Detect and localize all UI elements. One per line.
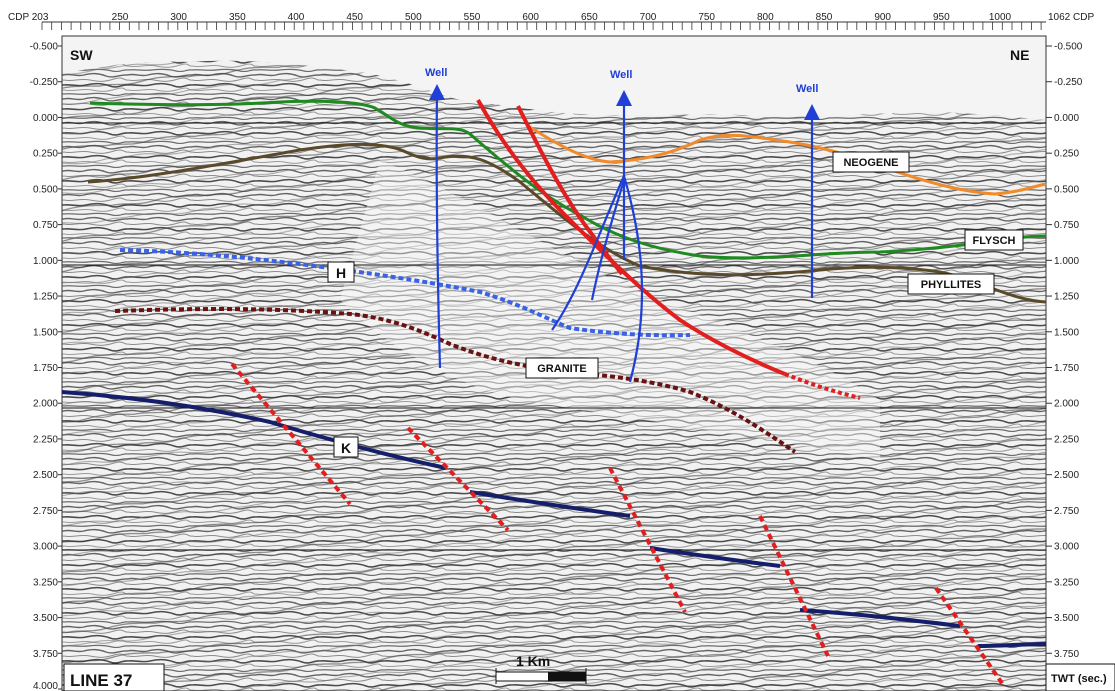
right-time-label: 2.000 xyxy=(1054,399,1079,410)
faults xyxy=(230,99,1006,688)
right-time-label: 3.250 xyxy=(1054,577,1079,588)
left-time-label: 2.000 xyxy=(33,399,58,410)
right-time-label: 1.500 xyxy=(1054,327,1079,338)
right-time-label: 2.500 xyxy=(1054,470,1079,481)
cdp-tick-label: 350 xyxy=(229,12,246,23)
well-arrow-icon xyxy=(804,104,820,120)
cdp-tick-label: 1000 xyxy=(989,12,1012,23)
right-time-label: 0.500 xyxy=(1054,184,1079,195)
line-title-box xyxy=(63,663,165,691)
left-time-label: 2.250 xyxy=(33,434,58,445)
horizon-labels: NEOGENE FLYSCH PHYLLITES GRANITE H K xyxy=(327,151,1024,458)
left-time-label: 3.000 xyxy=(33,542,58,553)
left-time-label: 0.750 xyxy=(33,220,58,231)
k-label: K xyxy=(341,440,351,456)
left-time-label: 3.500 xyxy=(33,613,58,624)
left-time-axis: -0.500 -0.250 0.000 0.250 0.500 0.750 1.000 1.2… xyxy=(30,42,62,691)
cdp-tick-label: 900 xyxy=(874,12,891,23)
h-label: H xyxy=(336,265,346,281)
orientation-sw: SW xyxy=(70,47,93,63)
right-time-label: 2.750 xyxy=(1054,506,1079,517)
right-time-label: 3.750 xyxy=(1054,649,1079,660)
cdp-tick-label: 600 xyxy=(522,12,539,23)
right-time-label: 3.500 xyxy=(1054,613,1079,624)
right-time-label: -0.250 xyxy=(1054,77,1083,88)
scale-label: 1 Km xyxy=(516,653,550,669)
right-time-label: -0.500 xyxy=(1054,42,1083,53)
granite-horizon xyxy=(114,307,797,454)
left-time-label: 1.250 xyxy=(33,292,58,303)
neogene-label: NEOGENE xyxy=(843,157,898,169)
right-time-label: 1.750 xyxy=(1054,363,1079,374)
right-time-label: 0.250 xyxy=(1054,149,1079,160)
left-time-label: 0.250 xyxy=(33,149,58,160)
well-paths xyxy=(435,91,814,383)
well-arrow-icon xyxy=(429,84,445,100)
left-time-label: 0.500 xyxy=(33,184,58,195)
right-time-label: 1.000 xyxy=(1054,256,1079,267)
right-time-label: 3.000 xyxy=(1054,542,1079,553)
cdp-tick-label: 750 xyxy=(698,12,715,23)
cdp-tick-label: 400 xyxy=(288,12,305,23)
well-label-2: Well xyxy=(610,69,632,81)
cdp-tick-label: 800 xyxy=(757,12,774,23)
left-time-label: 3.250 xyxy=(33,577,58,588)
left-time-label: 1.750 xyxy=(33,363,58,374)
time-gridlines xyxy=(62,122,1046,551)
cdp-tick-label: 700 xyxy=(640,12,657,23)
line-title: LINE 37 xyxy=(70,671,132,690)
cdp-tick-label: 950 xyxy=(933,12,950,23)
left-time-label: 0.000 xyxy=(33,113,58,124)
cdp-tick-label: 500 xyxy=(405,12,422,23)
twt-label-box xyxy=(1045,663,1115,691)
light-zone xyxy=(340,160,880,460)
left-time-label: -0.500 xyxy=(30,42,59,53)
right-time-label: 1.250 xyxy=(1054,292,1079,303)
left-time-label: -0.250 xyxy=(30,77,59,88)
left-time-label: 2.500 xyxy=(33,470,58,481)
cdp-label-right: 1062 CDP xyxy=(1048,12,1094,23)
left-time-label: 1.000 xyxy=(33,256,58,267)
left-time-label: 4.000 xyxy=(33,681,58,691)
granite-label: GRANITE xyxy=(537,363,587,375)
well-label-3: Well xyxy=(796,83,818,95)
cdp-tick-label: 850 xyxy=(816,12,833,23)
left-time-label: 2.750 xyxy=(33,506,58,517)
well-arrow-icon xyxy=(616,90,632,106)
cdp-tick-marks xyxy=(41,22,1042,30)
phyllites-horizon xyxy=(87,142,1047,304)
neogene-horizon xyxy=(527,124,1047,196)
cdp-tick-labels: 250 300 350 400 450 500 550 600 650 700 750 800 850 9… xyxy=(112,12,1012,23)
phyllites-label: PHYLLITES xyxy=(921,279,982,291)
cdp-tick-label: 300 xyxy=(170,12,187,23)
left-time-label: 1.500 xyxy=(33,327,58,338)
cdp-tick-label: 650 xyxy=(581,12,598,23)
well-arrows xyxy=(429,84,820,120)
right-time-label: 2.250 xyxy=(1054,434,1079,445)
scale-bar xyxy=(495,668,587,684)
cdp-tick-label: 450 xyxy=(346,12,363,23)
well-label-1: Well xyxy=(425,67,447,79)
header-strip xyxy=(0,0,1115,36)
flysch-label: FLYSCH xyxy=(973,235,1016,247)
orientation-ne: NE xyxy=(1010,47,1029,63)
h-horizon xyxy=(119,248,691,338)
left-time-label: 3.750 xyxy=(33,649,58,660)
twt-label: TWT (sec.) xyxy=(1051,673,1107,685)
right-time-label: 0.750 xyxy=(1054,220,1079,231)
cdp-tick-label: 250 xyxy=(112,12,129,23)
cdp-label-left: CDP 203 xyxy=(8,12,49,23)
right-time-axis: -0.500 -0.250 0.000 0.250 0.500 0.750 1.000 1.2… xyxy=(1046,42,1083,660)
cdp-tick-label: 550 xyxy=(464,12,481,23)
right-time-label: 0.000 xyxy=(1054,113,1079,124)
k-horizon xyxy=(61,390,1047,648)
